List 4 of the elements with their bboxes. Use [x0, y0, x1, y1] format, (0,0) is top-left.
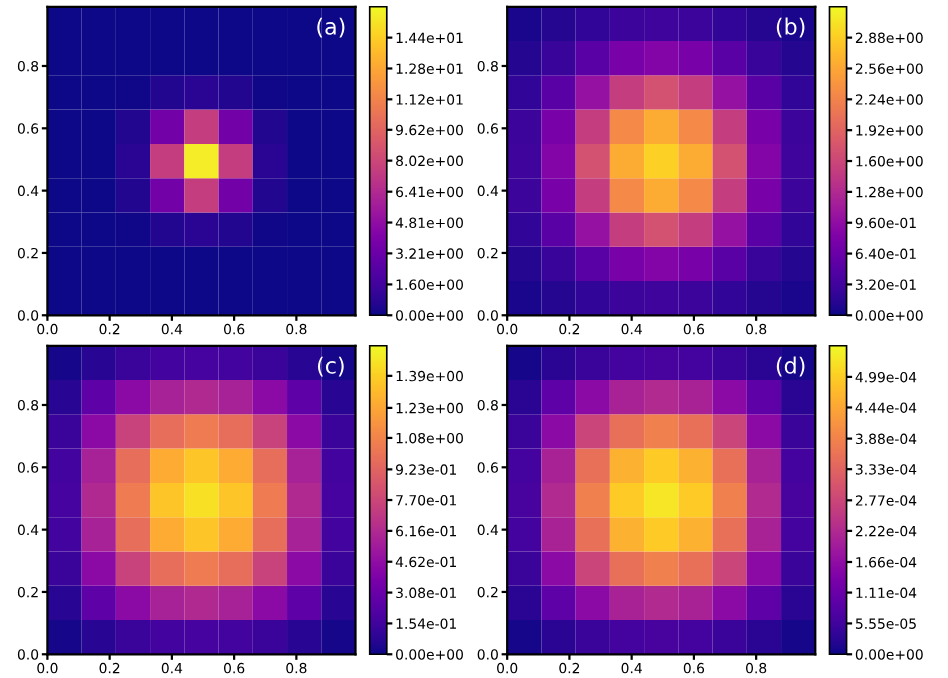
annotation: (b)	[776, 17, 805, 38]
annotation: (c)	[317, 356, 344, 377]
annotation: (d)	[776, 356, 805, 377]
annotation: (a)	[317, 17, 345, 38]
